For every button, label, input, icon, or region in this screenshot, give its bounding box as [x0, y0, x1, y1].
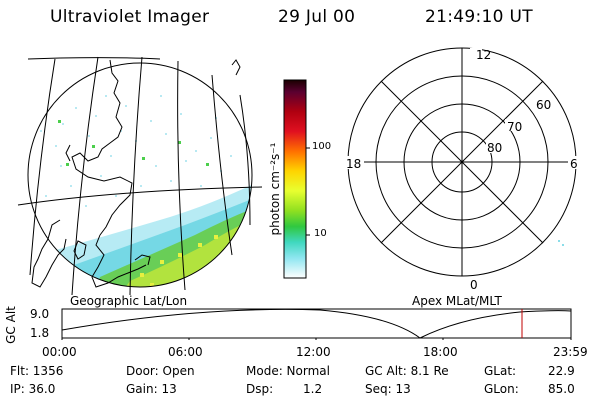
- flight-number: Flt: 1356: [10, 364, 64, 378]
- gain-value: Gain: 13: [126, 382, 177, 396]
- orbit-xtick-1200: 12:00: [296, 345, 331, 359]
- ip-value: IP: 36.0: [10, 382, 56, 396]
- glon-label: GLon:: [484, 382, 519, 396]
- polar-grid: [347, 47, 577, 277]
- orbit-ytick-min: 1.8: [30, 326, 50, 340]
- longitude-grid: [29, 56, 251, 295]
- aurora-emission: [28, 95, 252, 287]
- orbit-xtick-1800: 18:00: [423, 345, 458, 359]
- mode-value: Mode: Normal: [246, 364, 330, 378]
- geo-map-label: Geographic Lat/Lon: [70, 294, 188, 308]
- sequence-number: Seq: 13: [365, 382, 411, 396]
- mlat-label-80: 80: [487, 141, 503, 155]
- orbit-plot: [61, 308, 572, 340]
- colorbar: [283, 79, 310, 279]
- glat-label: GLat:: [484, 364, 517, 378]
- colorbar-unit-label: photon cm⁻²s⁻¹: [268, 142, 282, 236]
- dsp-value: 1.2: [303, 382, 323, 396]
- mlat-label-70: 70: [507, 120, 523, 134]
- geographic-map: [17, 56, 262, 295]
- door-status: Door: Open: [126, 364, 195, 378]
- orbit-xtick-0600: 06:00: [168, 345, 203, 359]
- coastline: [31, 59, 241, 288]
- time-label: 21:49:10 UT: [425, 7, 533, 27]
- mlt-label-top: 12: [476, 48, 492, 62]
- mlt-label-right: 6: [570, 157, 578, 171]
- gc-altitude: GC Alt: 8.1 Re: [365, 364, 449, 378]
- polar-plot-label: Apex MLat/MLT: [412, 294, 502, 308]
- orbit-ylabel: GC Alt: [4, 306, 18, 344]
- orbit-xtick-0000: 00:00: [42, 345, 77, 359]
- date-label: 29 Jul 00: [278, 7, 356, 27]
- mlt-label-left: 18: [346, 157, 362, 171]
- mlat-label-60: 60: [536, 98, 552, 112]
- polar-plot: [346, 47, 578, 289]
- colorbar-gradient: [283, 79, 307, 279]
- polar-emission: [558, 240, 564, 246]
- mlt-label-bottom: 0: [470, 278, 478, 292]
- colorbar-tick-100: 100: [312, 141, 332, 152]
- dsp-label: Dsp:: [246, 382, 274, 396]
- orbit-plot-frame: [61, 308, 572, 339]
- colorbar-tick-10: 10: [314, 228, 327, 239]
- earth-disk-outline: [27, 62, 253, 288]
- instrument-title: Ultraviolet Imager: [50, 7, 210, 27]
- orbit-xtick-2359: 23:59: [553, 345, 588, 359]
- glat-value: 22.9: [548, 364, 575, 378]
- glon-value: 85.0: [548, 382, 575, 396]
- orbit-altitude-curve: [61, 308, 572, 339]
- orbit-ytick-max: 9.0: [30, 307, 50, 321]
